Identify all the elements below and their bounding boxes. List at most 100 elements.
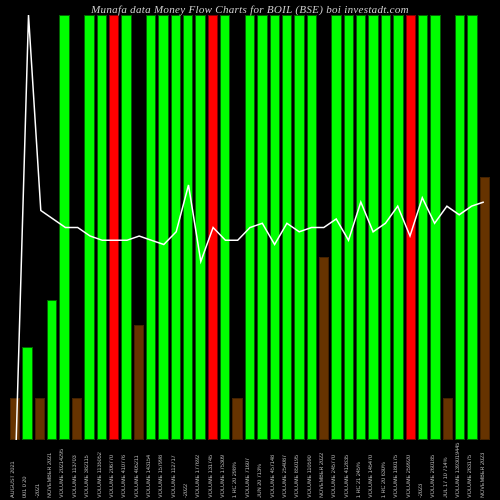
bar-slot (430, 15, 440, 440)
volume-bar (109, 15, 119, 440)
bar-slot (146, 15, 156, 440)
volume-bar (35, 398, 45, 441)
bar-slot (443, 15, 453, 440)
volume-bar (430, 15, 440, 440)
x-axis-label: VOLUME 177692 (195, 440, 205, 500)
volume-bar (72, 398, 82, 441)
volume-bar (467, 15, 477, 440)
bar-slot (97, 15, 107, 440)
volume-bar (22, 347, 32, 441)
bar-slot (22, 15, 32, 440)
bar-slot (232, 15, 242, 440)
volume-bar (381, 15, 391, 440)
x-axis-label: VOLUME 263175 (467, 440, 477, 500)
bar-slot (84, 15, 94, 440)
x-axis-label: 1 RC 21 245% (356, 440, 366, 500)
bar-slot (368, 15, 378, 440)
x-axis-label: VOLUME 113703 (72, 440, 82, 500)
bar-slot (393, 15, 403, 440)
x-axis-label: VOLUME 71607 (245, 440, 255, 500)
bar-slot (257, 15, 267, 440)
volume-bar (84, 15, 94, 440)
volume-bar (121, 15, 131, 440)
x-axis-label: VOLUME 382115 (84, 440, 94, 500)
x-axis-label: NOVEMBER 2023 (480, 440, 490, 500)
bar-slot (344, 15, 354, 440)
volume-bar (282, 15, 292, 440)
x-axis-label: JUN 20 713% (257, 440, 267, 500)
x-axis-label: VOLUME 850195 (294, 440, 304, 500)
bar-slot (307, 15, 317, 440)
x-axis-label: VOLUME 175309 (220, 440, 230, 500)
chart-title: Munafa data Money Flow Charts for BOIL (… (0, 4, 500, 16)
volume-bar (368, 15, 378, 440)
bar-slot (319, 15, 329, 440)
x-axis-label: 1 RC 20 630% (381, 440, 391, 500)
bar-slot (418, 15, 428, 440)
volume-bar (344, 15, 354, 440)
bar-slot (208, 15, 218, 440)
x-axis-label: VOLUME 254087 (282, 440, 292, 500)
x-axis-label: VOLUME 405211 (134, 440, 144, 500)
x-axis-label: VOLUME 143154 (146, 440, 156, 500)
bar-slot (455, 15, 465, 440)
volume-bar (158, 15, 168, 440)
volume-bar (245, 15, 255, 440)
volume-bar (331, 15, 341, 440)
x-axis-label: VOLUME 180175 (393, 440, 403, 500)
volume-bar (480, 177, 490, 441)
bar-slot (158, 15, 168, 440)
x-axis-label: -2021 (35, 440, 45, 500)
bar-slot (72, 15, 82, 440)
volume-bar (406, 15, 416, 440)
bar-slot (406, 15, 416, 440)
volume-bar (10, 398, 20, 441)
bar-slot (381, 15, 391, 440)
bar-slot (480, 15, 490, 440)
x-axis-label: VOLUME 410776 (121, 440, 131, 500)
money-flow-chart: Munafa data Money Flow Charts for BOIL (… (0, 0, 500, 500)
volume-bar (307, 15, 317, 440)
bar-slot (220, 15, 230, 440)
x-axis-label: NOVEMBER 2022 (319, 440, 329, 500)
bar-slot (270, 15, 280, 440)
x-axis-label: VOLUME 110590 (307, 440, 317, 500)
volume-bar (208, 15, 218, 440)
bar-slot (183, 15, 193, 440)
x-axis-label: VOLUME 245770 (331, 440, 341, 500)
volume-bar (171, 15, 181, 440)
volume-bar (418, 15, 428, 440)
x-axis-label: -2023 (418, 440, 428, 500)
x-axis-label: AUGUST 2021 (10, 440, 20, 500)
x-axis-label: 1 RC 20 298% (232, 440, 242, 500)
x-axis-label: VOLUME 131745 (208, 440, 218, 500)
volume-bar (232, 398, 242, 441)
bar-slot (294, 15, 304, 440)
volume-bar (455, 15, 465, 440)
bar-slot (245, 15, 255, 440)
x-axis-label: VOLUME 457148 (270, 440, 280, 500)
x-axis-label: VOLUME 259920 (406, 440, 416, 500)
x-axis-labels: AUGUST 2021001 0 20-2021NOVEMBER 2021VOL… (10, 440, 490, 500)
volume-bar (59, 15, 69, 440)
bar-slot (282, 15, 292, 440)
x-axis-label: VOLUME 1393019445 (455, 440, 465, 500)
x-axis-label: VOLUME 145470 (368, 440, 378, 500)
bar-slot (59, 15, 69, 440)
bar-slot (121, 15, 131, 440)
x-axis-label: VOLUME 412835 (344, 440, 354, 500)
volume-bar (220, 15, 230, 440)
volume-bar (195, 15, 205, 440)
volume-bar (134, 325, 144, 440)
x-axis-label: JUL 17 10 714% (443, 440, 453, 500)
bar-slot (467, 15, 477, 440)
bar-slot (356, 15, 366, 440)
volume-bar (146, 15, 156, 440)
volume-bar (183, 15, 193, 440)
x-axis-label: 001 0 20 (22, 440, 32, 500)
volume-bar (257, 15, 267, 440)
bar-container (10, 15, 490, 440)
volume-bar (319, 257, 329, 440)
bar-slot (134, 15, 144, 440)
x-axis-label: VOLUME 157998 (158, 440, 168, 500)
